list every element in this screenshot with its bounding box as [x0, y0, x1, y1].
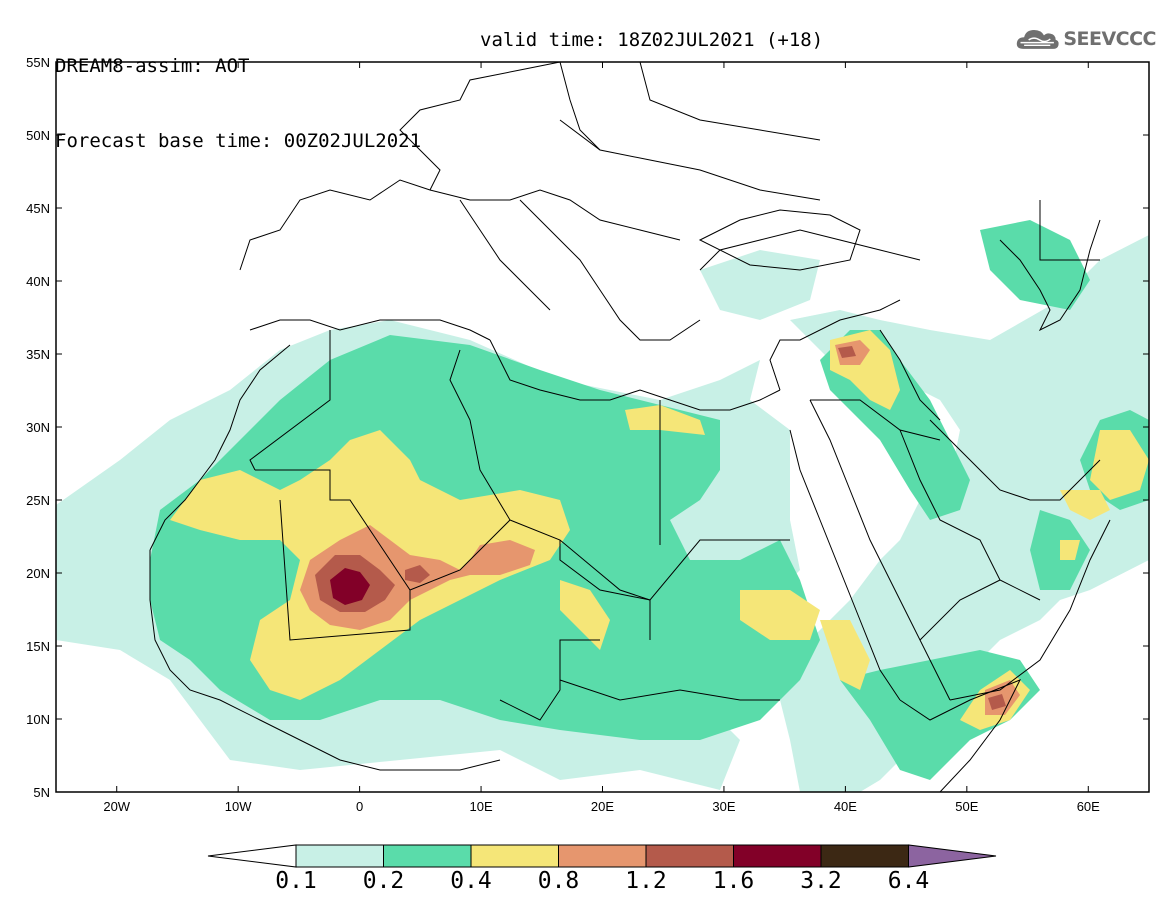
- lat-label: 30N: [26, 420, 50, 435]
- lon-label: 50E: [955, 799, 978, 814]
- logo-text: SEEVCCC: [1063, 28, 1156, 50]
- lon-axis: 20W 10W 0 10E 20E 30E 40E 50E 60E: [103, 62, 1100, 814]
- colorbar-segment: [295, 844, 384, 868]
- valid-time: valid time: 18Z02JUL2021 (+18): [480, 29, 824, 51]
- lat-label: 20N: [26, 566, 50, 581]
- colorbar-segment: [383, 844, 472, 868]
- colorbar-label: 0.2: [362, 868, 405, 894]
- seevccc-logo: SEEVCCC: [1016, 22, 1156, 56]
- colorbar-label: 0.1: [275, 868, 317, 894]
- colorbar-segment: [733, 844, 822, 868]
- lon-label: 30E: [712, 799, 735, 814]
- colorbar-label: 0.8: [537, 868, 580, 894]
- map-header: DREAM8-assim: AOT Forecast base time: 00…: [55, 4, 421, 179]
- lat-label: 5N: [33, 785, 50, 800]
- lat-label: 35N: [26, 347, 50, 362]
- colorbar-label: 0.4: [450, 868, 492, 894]
- lon-label: 60E: [1077, 799, 1100, 814]
- product-title: DREAM8-assim: AOT: [55, 55, 250, 77]
- forecast-base-time: Forecast base time: 00Z02JUL2021: [55, 130, 422, 152]
- colorbar-over-triangle: [908, 844, 997, 868]
- lon-label: 20E: [591, 799, 614, 814]
- colorbar-label: 1.2: [625, 868, 667, 894]
- lat-label: 15N: [26, 639, 50, 654]
- colorbar-label: 6.4: [887, 868, 930, 894]
- lon-label: 10W: [225, 799, 252, 814]
- lon-label: 40E: [834, 799, 857, 814]
- lon-label: 20W: [103, 799, 130, 814]
- colorbar-under-triangle: [207, 844, 297, 868]
- aot-fill-layers: [56, 220, 1149, 792]
- lat-axis: 55N 50N 45N 40N 35N 30N 25N 20N 15N 10N 5N: [26, 55, 1149, 800]
- colorbar-segment: [820, 844, 909, 868]
- lat-label: 25N: [26, 493, 50, 508]
- aot-level-1.6: [330, 568, 370, 605]
- colorbar: [207, 844, 997, 868]
- colorbar-label: 3.2: [800, 868, 842, 894]
- lat-label: 45N: [26, 201, 50, 216]
- colorbar-segment: [645, 844, 734, 868]
- lon-label: 0: [356, 799, 363, 814]
- colorbar-label: 1.6: [712, 868, 755, 894]
- coastlines-borders: [149, 62, 1111, 792]
- lat-label: 40N: [26, 274, 50, 289]
- cloud-icon: [1016, 29, 1059, 49]
- lat-label: 50N: [26, 128, 50, 143]
- lon-label: 10E: [469, 799, 492, 814]
- colorbar-segment: [470, 844, 559, 868]
- lat-label: 10N: [26, 712, 50, 727]
- lat-label: 55N: [26, 55, 50, 70]
- colorbar-segment: [558, 844, 647, 868]
